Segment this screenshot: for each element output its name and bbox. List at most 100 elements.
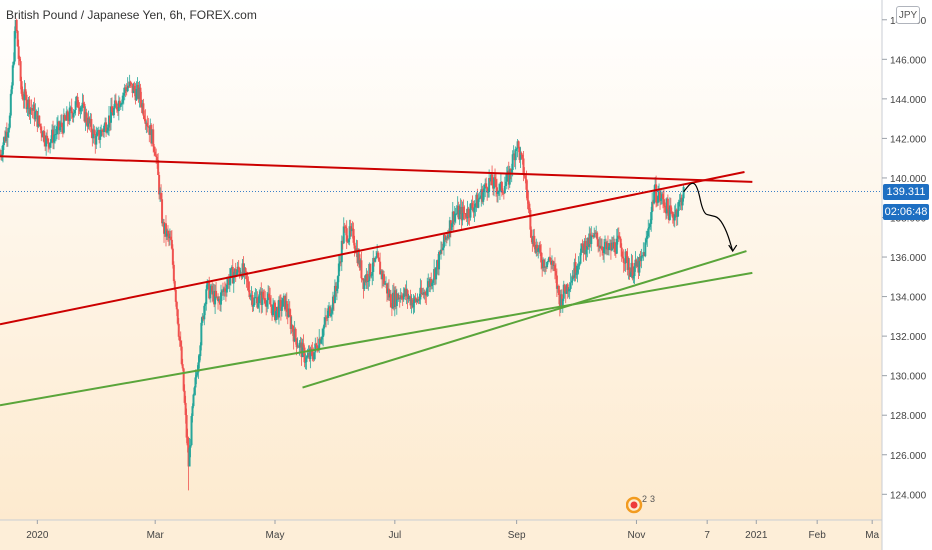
candle-body (135, 88, 138, 101)
candle-body (430, 278, 433, 287)
candle-body (155, 155, 158, 158)
candle-body (295, 338, 298, 348)
candle-body (85, 112, 88, 123)
candle-body (172, 264, 175, 282)
candle-body (625, 251, 628, 257)
candle-body (50, 139, 53, 143)
x-tick-label: Mar (147, 530, 165, 541)
candle-body (482, 192, 485, 202)
candle-body (229, 268, 232, 278)
candle-body (579, 252, 582, 264)
candle-body (66, 111, 69, 120)
candle-body (522, 158, 525, 174)
candle-body (553, 265, 556, 272)
candle-body (124, 87, 127, 90)
candle-body (657, 195, 660, 203)
currency-button[interactable]: JPY (896, 6, 920, 24)
candle-body (363, 279, 366, 289)
candle-body (118, 100, 121, 107)
candle-body (581, 243, 584, 246)
candle-body (161, 199, 164, 224)
x-tick-label: 7 (704, 530, 710, 541)
candle-body (511, 154, 514, 170)
support-line-short[interactable] (302, 250, 747, 389)
candle-body (25, 94, 28, 110)
candle-body (90, 118, 93, 133)
candle-body (606, 243, 609, 251)
events-marker[interactable]: 2 3 (626, 492, 656, 516)
candle-body (245, 272, 248, 279)
candle-body (209, 290, 212, 299)
candle-body (578, 263, 581, 266)
y-tick-label: 134.000 (890, 293, 927, 304)
candle-body (580, 243, 583, 253)
candle-body (505, 173, 508, 182)
y-tick-label: 128.000 (890, 411, 927, 422)
candle-body (251, 295, 254, 307)
candle-body (666, 198, 669, 210)
candle-body (529, 209, 532, 230)
candle-body (645, 239, 648, 243)
candle-body (444, 237, 447, 240)
candle-body (570, 280, 573, 283)
projection-arrowhead-icon (728, 244, 738, 253)
candle-body (171, 248, 174, 265)
projection-arrow[interactable] (683, 182, 734, 252)
candle-body (519, 152, 522, 160)
candle-body (624, 251, 627, 264)
candle-body (670, 211, 673, 214)
candle-body (622, 258, 625, 263)
candle-body (11, 65, 14, 86)
support-line-long[interactable] (0, 271, 753, 407)
candle-body (577, 265, 580, 267)
candle-body (426, 287, 429, 296)
candle-body (129, 81, 132, 84)
candle-body (678, 200, 681, 202)
candle-body (46, 135, 49, 139)
candle-body (285, 301, 288, 312)
candle-body (153, 146, 156, 152)
candle-body (346, 241, 349, 243)
candle-body (483, 188, 486, 193)
candle-body (372, 257, 375, 273)
candle-body (385, 283, 388, 294)
candle-body (353, 242, 356, 249)
candle-body (257, 303, 260, 308)
price-axis-pane (882, 0, 932, 550)
x-tick-label: 2021 (745, 530, 768, 541)
candle-body (175, 301, 178, 310)
candle-body (266, 300, 269, 307)
candle-body (315, 343, 318, 346)
candle-body (0, 154, 3, 156)
candle-body (616, 235, 619, 239)
candle-body (60, 122, 63, 127)
candle-body (115, 103, 118, 110)
rising-red-line[interactable] (0, 171, 745, 326)
candle-body (342, 226, 345, 244)
candle-body (345, 228, 348, 242)
candle-body (673, 214, 676, 221)
candle-body (249, 295, 252, 298)
candle-body (491, 174, 494, 186)
candle-body (549, 257, 552, 261)
candle-body (322, 328, 325, 337)
candle-body (95, 135, 98, 145)
candle-body (661, 194, 664, 200)
candle-body (1, 145, 4, 155)
candle-body (329, 306, 332, 316)
candle-body (557, 285, 560, 295)
candle-body (225, 284, 228, 293)
last-price-tag: 139.311 (883, 183, 929, 200)
candle-body (477, 199, 480, 208)
candle-body (438, 251, 441, 270)
candle-body (214, 290, 217, 305)
candle-body (238, 270, 241, 275)
candle-body (313, 352, 316, 360)
candle-body (424, 292, 427, 295)
resistance-line[interactable] (0, 155, 753, 183)
candle-body (262, 291, 265, 298)
candle-body (310, 348, 313, 351)
y-tick-label: 146.000 (890, 55, 927, 66)
candle-body (34, 111, 37, 120)
